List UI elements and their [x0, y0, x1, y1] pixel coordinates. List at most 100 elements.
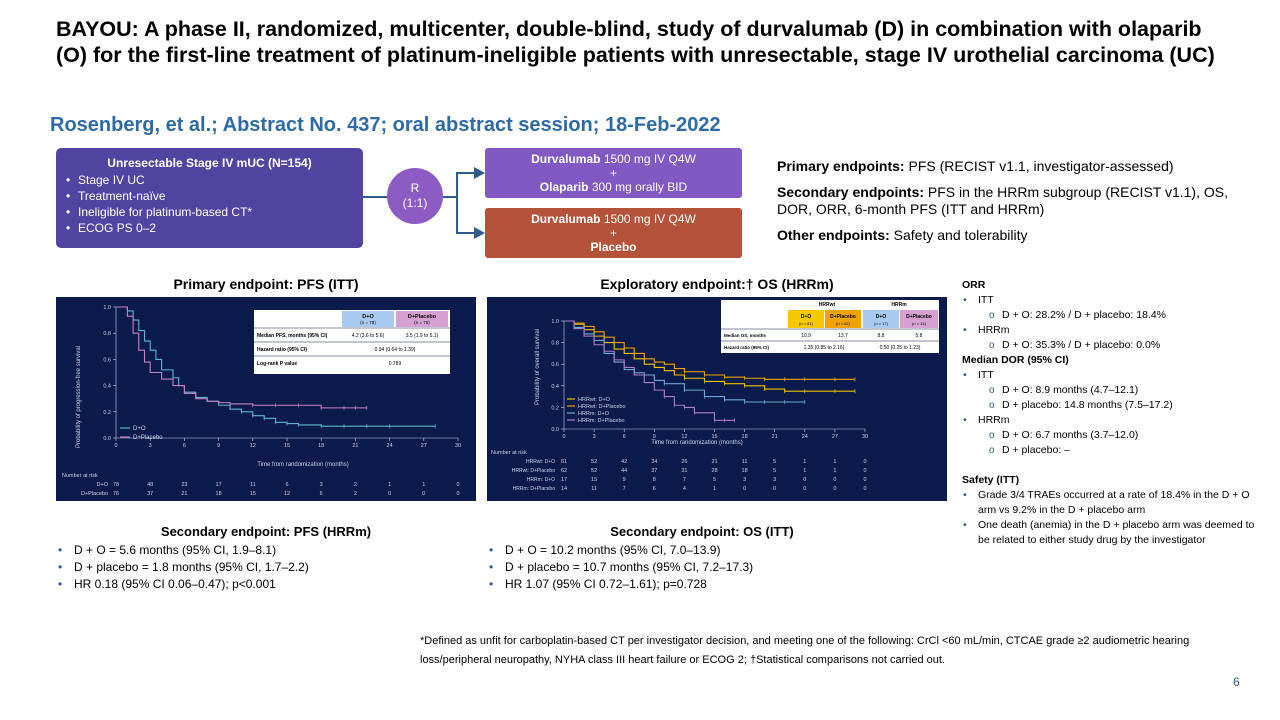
pfs-table-header-do — [342, 311, 394, 327]
pfs-risk-value: 78 — [113, 482, 119, 488]
pfs-table-col1-n: (n = 78) — [360, 320, 376, 325]
os-risk-value: 42 — [621, 459, 627, 465]
pfs-table-r1-label: Median PFS, months (95% CI) — [257, 333, 328, 339]
arm1-drug1: Durvalumab — [531, 152, 601, 166]
os-risk-value: 28 — [711, 468, 717, 474]
os-risk-value: 31 — [681, 468, 687, 474]
pfs-table-col1: D+O — [362, 314, 374, 320]
os-risk-value: 34 — [651, 459, 657, 465]
orr-itt-value: D + O: 28.2% / D + placebo: 18.4% — [962, 308, 1262, 323]
pfs-risk-value: 15 — [250, 491, 256, 497]
pfs-y-tick-label: 0.8 — [103, 331, 111, 337]
other-endpoint-label: Other endpoints: — [777, 227, 890, 243]
os-risk-value: 52 — [591, 459, 597, 465]
orr-hrrm-value: D + O: 35.3% / D + placebo: 0.0% — [962, 338, 1262, 353]
os-risk-label: HRRm: D+O — [527, 477, 555, 483]
pfs-hrrm-block: Secondary endpoint: PFS (HRRm) D + O = 5… — [56, 524, 476, 593]
os-risk-value: 14 — [561, 486, 567, 492]
arrow-right-icon — [474, 167, 485, 179]
pfs-x-tick-label: 15 — [284, 443, 290, 449]
pfs-x-tick-label: 21 — [352, 443, 358, 449]
os-risk-value: 8 — [653, 477, 656, 483]
pfs-risk-label: D+Placebo — [81, 491, 108, 497]
os-x-axis-label: Time from randomization (months) — [651, 440, 742, 446]
pfs-risk-value: 0 — [456, 482, 459, 488]
os-risk-value: 0 — [743, 486, 746, 492]
slide-title: BAYOU: A phase II, randomized, multicent… — [56, 17, 1215, 67]
os-risk-value: 0 — [833, 477, 836, 483]
pfs-risk-value: 23 — [181, 482, 187, 488]
os-table-r2-v2: 0.50 (0.25 to 1.23) — [880, 345, 921, 351]
pfs-risk-value: 0 — [456, 491, 459, 497]
os-risk-value: 0 — [863, 477, 866, 483]
secondary-endpoint: Secondary endpoints: PFS in the HRRm sub… — [777, 184, 1257, 218]
pfs-curve-d-placebo — [116, 306, 367, 409]
os-x-tick-label: 9 — [653, 434, 656, 440]
connector-line — [456, 173, 458, 233]
pfs-hrrm-heading: Secondary endpoint: PFS (HRRm) — [160, 524, 372, 539]
page-number: 6 — [1233, 675, 1240, 689]
pfs-risk-value: 48 — [147, 482, 153, 488]
orr-heading: ORR — [962, 279, 986, 291]
os-y-tick-label: 0.2 — [551, 405, 559, 411]
os-figure-title: Exploratory endpoint:† OS (HRRm) — [600, 276, 834, 292]
os-table-r1-label: Median OS, months — [724, 333, 767, 338]
os-risk-value: 1 — [713, 486, 716, 492]
pfs-x-tick-label: 6 — [183, 443, 186, 449]
pfs-y-tick-label: 0.6 — [103, 357, 111, 363]
pfs-km-chart: Probability of progression-free survival… — [62, 305, 461, 497]
os-risk-label: HRRwt: D+Placebo — [512, 468, 555, 474]
connector-line — [456, 232, 476, 234]
os-table-grp2: HRRm — [891, 302, 907, 308]
connector-line — [443, 196, 457, 198]
os-th-wt-dp — [825, 310, 861, 328]
os-risk-value: 0 — [863, 459, 866, 465]
os-risk-value: 0 — [803, 486, 806, 492]
arrow-right-icon — [474, 227, 485, 239]
pfs-x-tick-label: 3 — [149, 443, 152, 449]
os-risk-value: 44 — [621, 468, 627, 474]
os-y-axis-label: Probability of overall survival — [535, 329, 541, 405]
os-x-tick-label: 21 — [772, 434, 778, 440]
os-risk-value: 1 — [803, 468, 806, 474]
os-y-tick-label: 0.8 — [551, 341, 559, 347]
os-km-panel: Probability of overall survival Time fro… — [487, 297, 947, 501]
os-risk-value: 4 — [683, 486, 686, 492]
pfs-risk-value: 2 — [354, 491, 357, 497]
os-itt-block: Secondary endpoint: OS (ITT) D + O = 10.… — [487, 524, 917, 593]
os-x-tick-label: 27 — [832, 434, 838, 440]
pfs-table-r3-label: Log-rank P value — [257, 361, 297, 367]
os-risk-value: 61 — [561, 459, 567, 465]
pfs-risk-value: 37 — [147, 491, 153, 497]
os-itt-item: D + O = 10.2 months (95% CI, 7.0–13.9) — [487, 542, 917, 559]
population-item: Stage IV UC — [66, 172, 353, 188]
pfs-km-panel: Probability of progression-free survival… — [56, 297, 476, 501]
pfs-hrrm-list: D + O = 5.6 months (95% CI, 1.9–8.1) D +… — [56, 542, 476, 593]
pfs-x-tick-label: 0 — [114, 443, 117, 449]
os-risk-value: 37 — [651, 468, 657, 474]
os-risk-value: 17 — [561, 477, 567, 483]
pfs-table-col2: D+Placebo — [408, 314, 437, 320]
pfs-y-tick-label: 0.0 — [103, 436, 111, 442]
dor-itt-p: D + placebo: 14.8 months (7.5–17.2) — [962, 398, 1262, 413]
os-table-c2-n: (n = 62) — [836, 321, 851, 326]
os-y-tick-label: 0.4 — [551, 384, 559, 390]
footnote: *Defined as unfit for carboplatin-based … — [420, 635, 1190, 666]
pfs-risk-value: 6 — [320, 491, 323, 497]
pfs-x-tick-label: 12 — [250, 443, 256, 449]
os-risk-value: 1 — [833, 468, 836, 474]
os-x-tick-label: 12 — [681, 434, 687, 440]
os-y-tick-label: 0.6 — [551, 362, 559, 368]
arm1-plus: + — [609, 166, 617, 180]
safety-heading: Safety (ITT) — [962, 474, 1020, 486]
os-risk-value: 52 — [591, 468, 597, 474]
pfs-risk-value: 17 — [216, 482, 222, 488]
connector-line — [363, 196, 387, 198]
pfs-x-axis-label: Time from randomization (months) — [257, 462, 348, 468]
pfs-hrrm-item: D + placebo = 1.8 months (95% CI, 1.7–2.… — [56, 559, 476, 576]
os-legend-item: HRRm: D+Placebo — [578, 418, 625, 424]
citation-subtitle: Rosenberg, et al.; Abstract No. 437; ora… — [50, 114, 721, 136]
pfs-risk-value: 21 — [181, 491, 187, 497]
os-x-tick-label: 18 — [742, 434, 748, 440]
os-risk-value: 11 — [591, 486, 597, 492]
